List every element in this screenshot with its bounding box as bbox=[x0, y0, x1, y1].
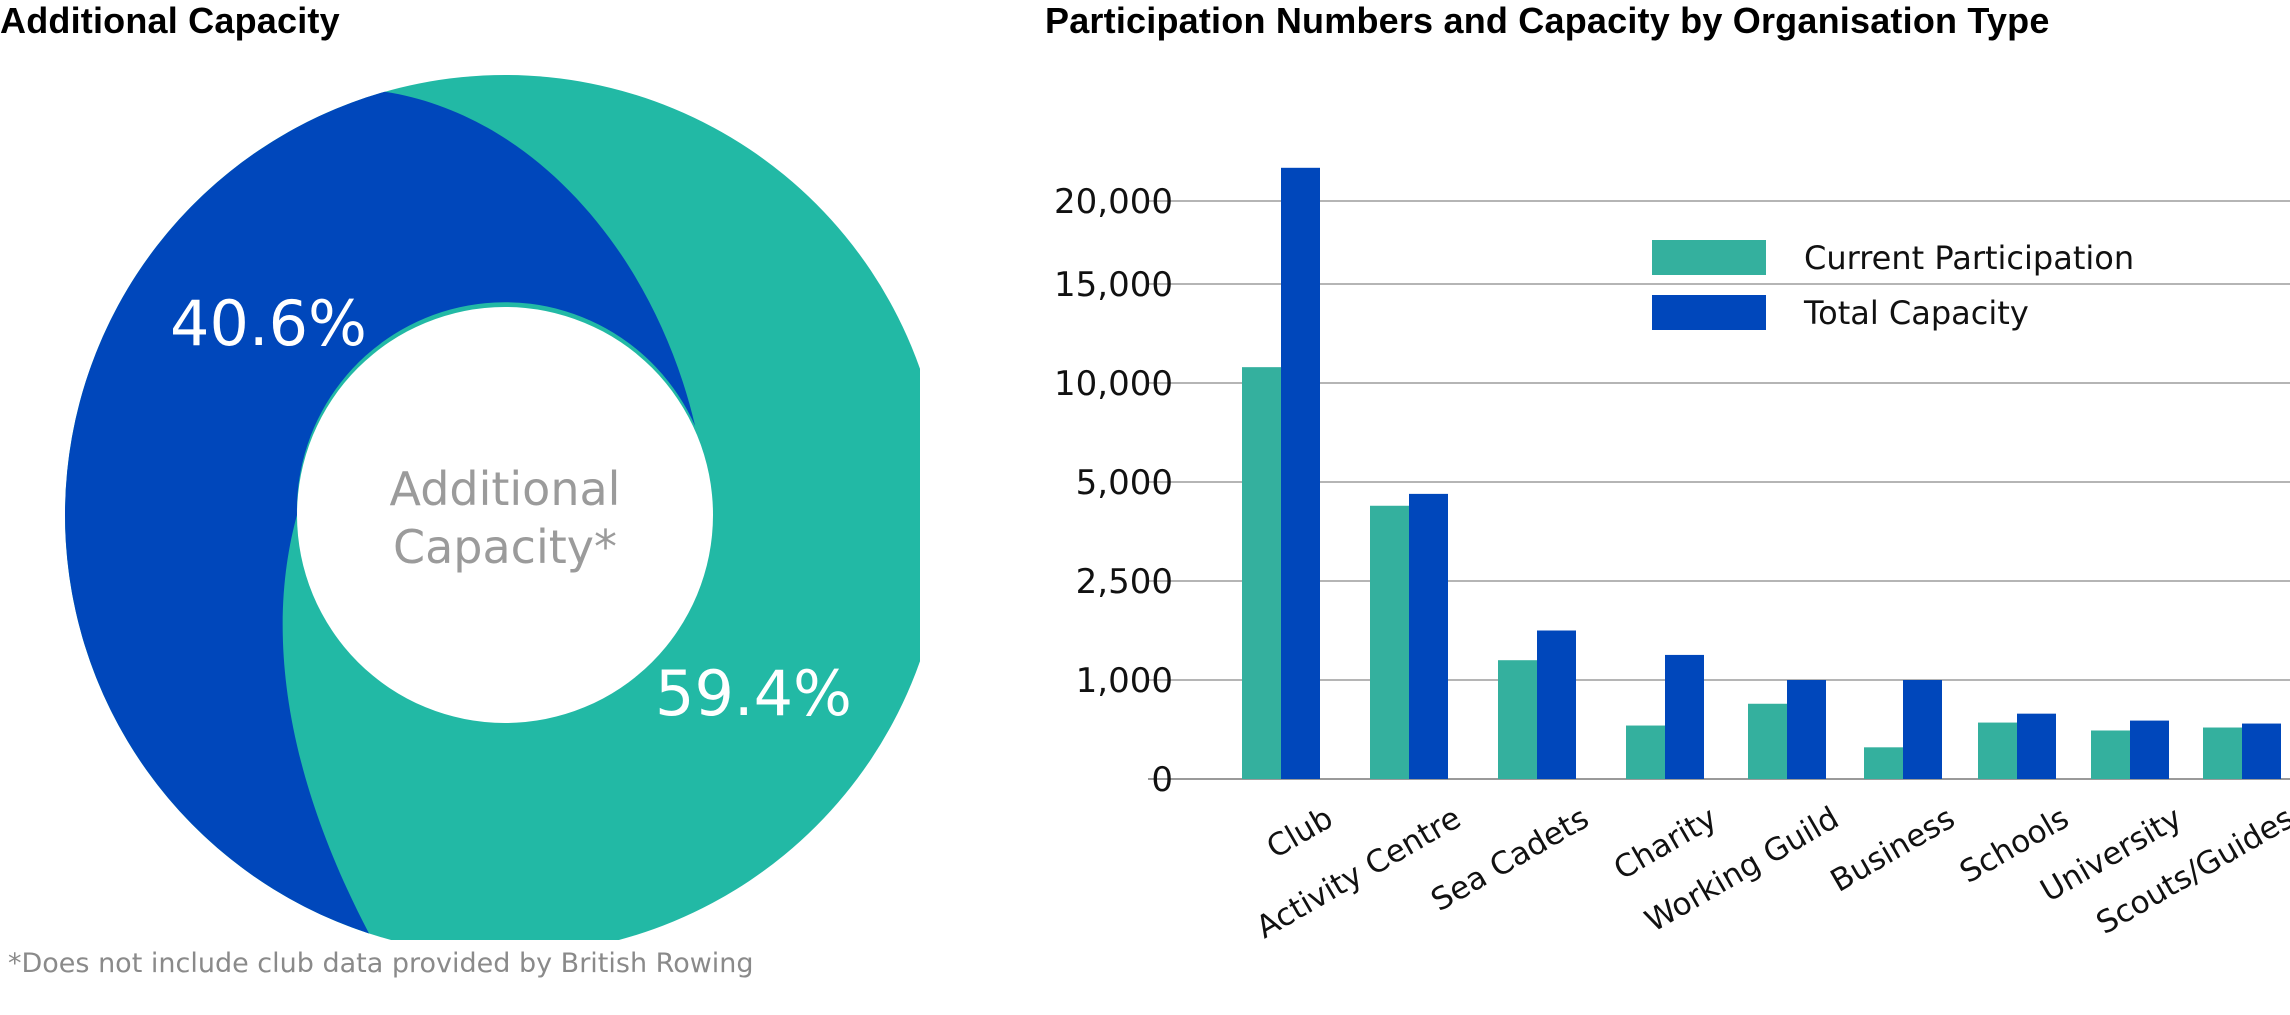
bar-current-participation bbox=[1978, 722, 2017, 779]
bar-current-participation bbox=[2203, 727, 2242, 779]
x-category-label: Business bbox=[1825, 800, 1961, 900]
y-tick-label: 10,000 bbox=[1054, 364, 1173, 404]
bar-current-participation bbox=[2091, 730, 2130, 779]
bar-total-capacity bbox=[1281, 167, 1320, 780]
footnote: *Does not include club data provided by … bbox=[8, 948, 754, 979]
bar-current-participation bbox=[1864, 747, 1903, 779]
bar-total-capacity bbox=[1787, 680, 1826, 779]
legend-label-current: Current Participation bbox=[1804, 239, 2134, 277]
bar-current-participation bbox=[1748, 703, 1787, 779]
center-label-line: Additional bbox=[390, 462, 621, 516]
bar-current-participation bbox=[1626, 725, 1665, 779]
legend-label-capacity: Total Capacity bbox=[1803, 294, 2029, 332]
bar-current-participation bbox=[1498, 660, 1537, 779]
legend-swatch-current bbox=[1652, 240, 1766, 275]
bar-total-capacity bbox=[2242, 723, 2281, 779]
bar-total-capacity bbox=[2130, 720, 2169, 779]
label-teal-percent: 59.4% bbox=[655, 657, 852, 730]
donut-chart-title: Additional Capacity bbox=[0, 0, 340, 41]
label-blue-percent: 40.6% bbox=[170, 287, 367, 360]
y-tick-label: 15,000 bbox=[1054, 265, 1173, 305]
bar-total-capacity bbox=[1665, 654, 1704, 779]
donut-hole bbox=[297, 307, 713, 723]
y-tick-label: 1,000 bbox=[1076, 661, 1173, 701]
bar-chart-title: Participation Numbers and Capacity by Or… bbox=[1045, 0, 2050, 41]
bar-total-capacity bbox=[1903, 680, 1942, 779]
bar-total-capacity bbox=[2017, 713, 2056, 779]
bar-current-participation bbox=[1370, 505, 1409, 779]
bar-total-capacity bbox=[1409, 493, 1448, 779]
y-tick-label: 2,500 bbox=[1076, 562, 1173, 602]
center-label-line: Capacity* bbox=[393, 520, 617, 574]
x-category-label: Scouts/Guides bbox=[2090, 800, 2290, 942]
y-tick-label: 0 bbox=[1151, 760, 1173, 800]
legend-swatch-capacity bbox=[1652, 295, 1766, 330]
bar-current-participation bbox=[1242, 367, 1281, 779]
y-tick-label: 5,000 bbox=[1076, 463, 1173, 503]
slice-additional bbox=[65, 91, 696, 934]
y-tick-label: 20,000 bbox=[1054, 182, 1173, 222]
bar-total-capacity bbox=[1537, 630, 1576, 779]
x-category-label: Club bbox=[1261, 800, 1339, 866]
